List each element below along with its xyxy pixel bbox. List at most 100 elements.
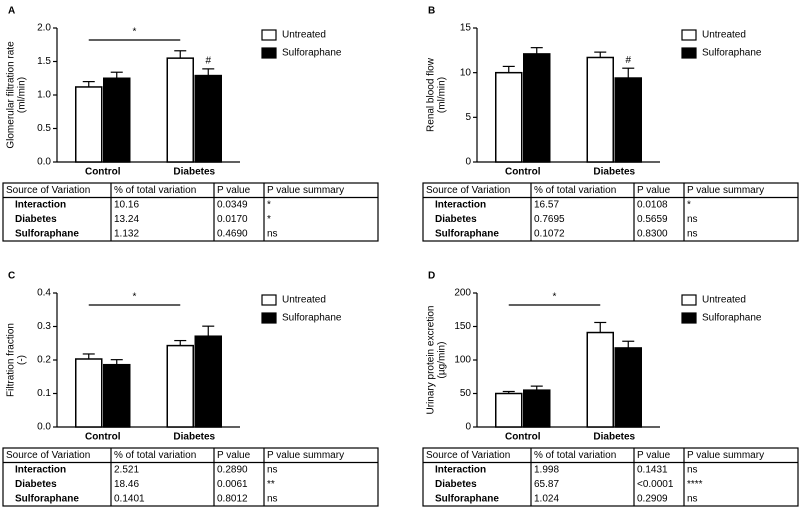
- table-header: % of total variation: [114, 450, 196, 461]
- table-cell: 65.87: [534, 479, 559, 490]
- y-tick-label: 10: [460, 67, 472, 78]
- legend-swatch: [681, 312, 697, 324]
- table-header: P value summary: [267, 450, 344, 461]
- x-tick-label: Control: [505, 167, 541, 178]
- table-cell: Sulforaphane: [435, 228, 499, 239]
- legend-swatch: [681, 29, 697, 41]
- error-bar: [202, 68, 215, 76]
- panel: D 0 50 100 150 200 Urinary protein excretion (µ…: [422, 271, 799, 507]
- x-tick-label: Control: [505, 432, 541, 443]
- panel-label: A: [8, 6, 15, 17]
- table-cell: ns: [267, 228, 278, 239]
- table-cell: 0.0061: [217, 479, 248, 490]
- bar: [586, 56, 614, 163]
- table-cell: 10.16: [114, 199, 139, 210]
- table-header: P value: [637, 185, 671, 196]
- error-bar: [110, 359, 123, 365]
- table-cell: Interaction: [15, 464, 66, 475]
- table-cell: Diabetes: [15, 479, 57, 490]
- y-tick-label: 0.2: [37, 355, 51, 366]
- table-cell: 0.8300: [637, 228, 668, 239]
- y-tick-label: 2.0: [37, 23, 51, 34]
- legend-swatch: [681, 294, 697, 306]
- table-cell: 0.4690: [217, 228, 248, 239]
- legend-swatch: [261, 312, 277, 324]
- table-cell: Sulforaphane: [15, 228, 79, 239]
- legend-label: Sulforaphane: [282, 48, 342, 59]
- table-cell: 18.46: [114, 479, 139, 490]
- bar: [495, 392, 523, 428]
- table-cell: 1.998: [534, 464, 559, 475]
- error-bar: [174, 50, 187, 59]
- panel: B 0 5 10 15 Renal blood flow (ml/min) Control Di…: [422, 6, 799, 242]
- error-bar: [530, 47, 543, 54]
- table-header: % of total variation: [534, 450, 616, 461]
- y-axis-label: (ml/min): [17, 77, 28, 113]
- table-cell: 16.57: [534, 199, 559, 210]
- table-cell: *: [687, 199, 691, 210]
- legend-label: Untreated: [282, 30, 326, 41]
- legend-label: Untreated: [282, 295, 326, 306]
- panel-label: C: [8, 271, 15, 282]
- table-border: [2, 182, 379, 242]
- y-axis-label: (µg/min): [437, 342, 448, 379]
- legend-label: Untreated: [702, 295, 746, 306]
- y-tick-label: 0.0: [37, 422, 51, 433]
- table-header: Source of Variation: [426, 185, 510, 196]
- bracket-label: *: [133, 292, 137, 303]
- error-bar: [502, 65, 515, 73]
- table-cell: ns: [267, 464, 278, 475]
- table-cell: 2.521: [114, 464, 139, 475]
- table-cell: ns: [267, 493, 278, 504]
- error-bar: [82, 80, 95, 87]
- table-header: P value summary: [267, 185, 344, 196]
- legend-label: Sulforaphane: [282, 313, 342, 324]
- y-tick-label: 15: [460, 23, 472, 34]
- error-bar: [202, 325, 215, 337]
- table-cell: Sulforaphane: [15, 493, 79, 504]
- y-tick-label: 0.5: [37, 123, 51, 134]
- error-bar: [110, 71, 123, 79]
- y-tick-label: 100: [454, 355, 471, 366]
- table-cell: 0.7695: [534, 214, 565, 225]
- table-cell: ****: [687, 479, 703, 490]
- bar: [166, 57, 194, 163]
- table-header: P value: [637, 450, 671, 461]
- y-axis-label: Glomerular filtration rate: [6, 41, 17, 149]
- error-bar: [530, 385, 543, 391]
- table-cell: *: [267, 199, 271, 210]
- y-tick-label: 50: [460, 388, 472, 399]
- table-cell: 13.24: [114, 214, 139, 225]
- table-border: [422, 182, 799, 242]
- error-bar: [594, 321, 607, 333]
- table-cell: Diabetes: [435, 214, 477, 225]
- bar: [614, 77, 642, 163]
- table-cell: 0.0170: [217, 214, 248, 225]
- x-tick-label: Diabetes: [593, 167, 635, 178]
- y-tick-label: 0: [465, 157, 471, 168]
- bar: [194, 335, 222, 428]
- table-header: % of total variation: [114, 185, 196, 196]
- y-tick-label: 1.5: [37, 56, 51, 67]
- error-bar: [622, 340, 635, 348]
- bar: [586, 331, 614, 428]
- table-cell: 1.024: [534, 493, 559, 504]
- table-cell: Diabetes: [435, 479, 477, 490]
- table-cell: 0.2909: [637, 493, 668, 504]
- table-cell: 0.0108: [637, 199, 668, 210]
- significance-mark: #: [625, 55, 631, 66]
- table-cell: 0.8012: [217, 493, 248, 504]
- x-tick-label: Control: [85, 167, 121, 178]
- bar: [75, 358, 103, 428]
- bar: [495, 71, 523, 163]
- y-axis-label: Renal blood flow: [426, 57, 437, 132]
- panel: A 0.0 0.5 1.0 1.5 2.0 Glomerular filtration ra…: [2, 6, 379, 242]
- table-cell: ns: [687, 228, 698, 239]
- table-cell: Interaction: [15, 199, 66, 210]
- table-cell: 0.1401: [114, 493, 145, 504]
- table-header: P value: [217, 185, 251, 196]
- bracket-label: *: [553, 292, 557, 303]
- table-cell: 0.5659: [637, 214, 668, 225]
- table-cell: Interaction: [435, 199, 486, 210]
